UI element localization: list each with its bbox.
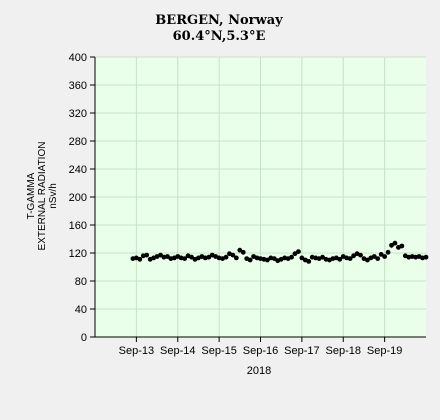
data-point	[378, 252, 384, 257]
x-axis-ticks: Sep-13 Sep-14 Sep-15 Sep-16 Sep-17 Sep-18 Sep-…	[119, 337, 402, 357]
data-point	[240, 249, 246, 255]
data-point	[358, 252, 363, 258]
data-point	[389, 242, 394, 248]
y-axis-label-line1: T-GAMMA	[26, 172, 37, 219]
data-point	[364, 257, 370, 263]
y-tick-label: 120	[69, 248, 87, 260]
y-tick-label: 200	[69, 192, 87, 204]
x-axis-label: 2018	[247, 365, 271, 377]
y-tick-label: 0	[81, 332, 87, 344]
x-tick-label: Sep-15	[201, 345, 236, 357]
y-axis-label-line3: nSv/h	[48, 183, 59, 209]
data-point	[399, 243, 405, 249]
y-tick-label: 40	[75, 304, 87, 316]
data-point	[223, 254, 229, 260]
grid-lines	[95, 56, 426, 338]
chart-title-line2: 60.4°N,5.3°E	[173, 29, 266, 44]
x-tick-label: Sep-17	[284, 345, 319, 357]
data-point	[392, 240, 398, 246]
y-axis-label-line2: EXTERNAL RADIATION	[37, 142, 48, 251]
x-tick-label: Sep-13	[119, 345, 154, 357]
data-point	[292, 251, 298, 257]
y-tick-label: 280	[69, 136, 87, 148]
data-point	[182, 256, 188, 261]
data-points	[130, 240, 429, 264]
data-point	[189, 254, 194, 260]
data-point	[371, 254, 377, 259]
data-point	[230, 252, 236, 258]
data-point	[165, 254, 170, 259]
y-tick-label: 160	[69, 220, 87, 232]
y-tick-label: 80	[75, 276, 87, 288]
data-point	[137, 256, 143, 262]
data-point	[264, 257, 270, 263]
data-point	[289, 254, 294, 260]
data-point	[144, 252, 150, 258]
data-point	[206, 254, 212, 260]
data-point	[423, 254, 429, 260]
y-tick-label: 400	[69, 52, 87, 64]
data-point	[347, 256, 353, 261]
data-point	[158, 252, 163, 258]
data-point	[351, 253, 356, 259]
data-point	[306, 259, 312, 264]
y-axis-ticks: 0 40 80 120 160 200 240 280 320 360 400	[69, 52, 95, 344]
data-point	[337, 256, 343, 262]
x-tick-label: Sep-14	[160, 345, 195, 357]
y-tick-label: 240	[69, 164, 87, 176]
data-point	[382, 254, 388, 259]
y-tick-label: 320	[69, 108, 87, 120]
data-point	[385, 249, 391, 255]
data-point	[271, 256, 277, 261]
data-point	[320, 254, 325, 260]
data-point	[299, 255, 305, 261]
x-tick-label: Sep-19	[367, 345, 402, 357]
y-tick-label: 360	[69, 80, 87, 92]
x-tick-label: Sep-18	[326, 345, 361, 357]
data-point	[237, 247, 243, 253]
x-tick-label: Sep-16	[243, 345, 278, 357]
data-point	[375, 256, 381, 261]
chart-title-line1: BERGEN, Norway	[155, 13, 283, 28]
data-point	[233, 255, 239, 261]
data-point	[247, 257, 253, 263]
data-point	[296, 249, 301, 255]
